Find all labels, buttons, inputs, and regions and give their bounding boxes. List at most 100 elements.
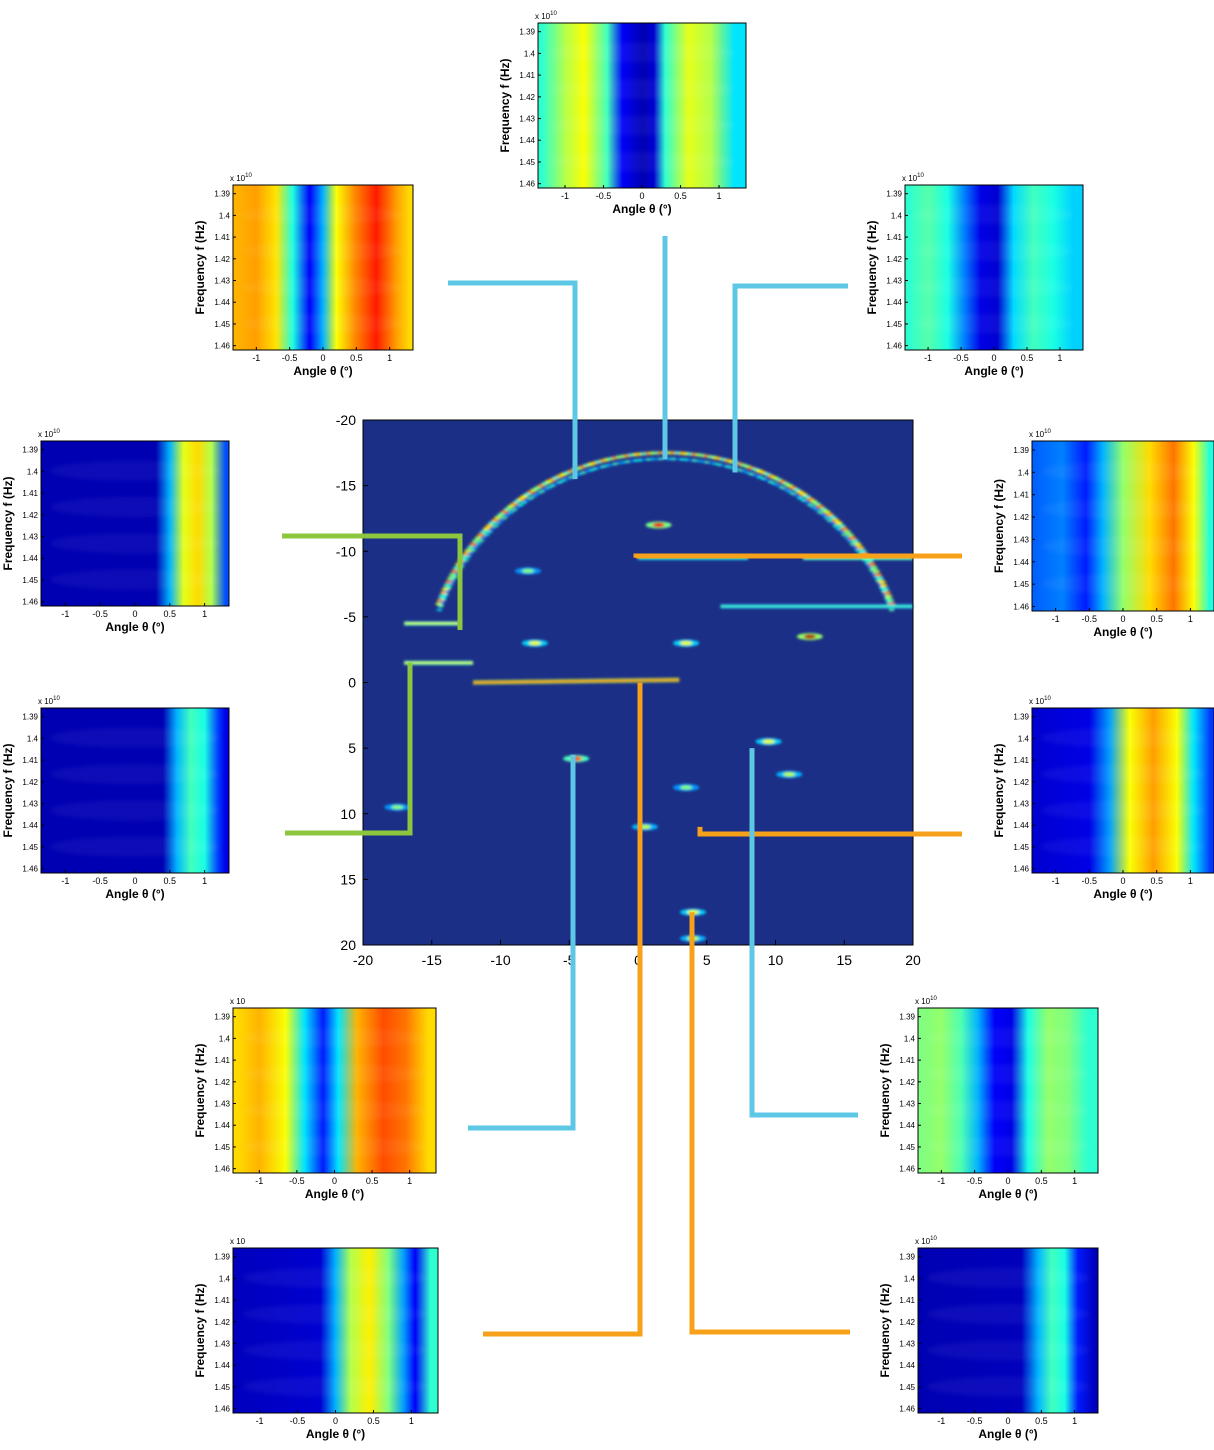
main-arc-echo	[521, 501, 528, 504]
panel-x-tick-label: 1	[407, 1176, 412, 1186]
panel-y-tick-label: 1.41	[1013, 756, 1029, 765]
main-arc-point	[510, 502, 519, 506]
panel-modulation	[50, 497, 220, 517]
main-arc-echo	[775, 484, 782, 487]
panel-y-label: Frequency f (Hz)	[1, 743, 15, 837]
main-arc-point	[796, 490, 805, 494]
main-arc-point	[500, 510, 509, 514]
panel-bottom-right: 1.39 1.4 1.41 1.42 1.43 1.44 1.45 1.46 -1 -0.5 0 0.…	[878, 1236, 1099, 1441]
panel-x-tick-label: 0	[639, 191, 644, 201]
main-arc-echo	[452, 575, 458, 579]
panel-y-tick-label: 1.44	[22, 821, 38, 830]
panel-x-tick-label: 1	[1057, 353, 1062, 363]
panel-modulation	[50, 800, 220, 821]
connector-panel-right-1	[633, 553, 962, 559]
main-arc-echo	[810, 506, 817, 509]
panel-x-tick-label: 0.5	[164, 876, 177, 886]
main-arc-echo	[514, 506, 521, 509]
panel-left-1: 1.39 1.4 1.41 1.42 1.43 1.44 1.45 1.46 -1 -0.5 0 0.…	[1, 429, 230, 634]
main-blob	[652, 522, 665, 528]
panel-y-tick-label: 1.41	[214, 1056, 230, 1065]
panel-y-tick-label: 1.46	[519, 180, 535, 189]
panel-y-tick-label: 1.44	[1013, 558, 1029, 567]
panel-x-tick-label: 1	[1188, 614, 1193, 624]
panel-modulation	[243, 1100, 426, 1121]
panel-y-tick-label: 1.42	[886, 255, 902, 264]
main-arc-point	[869, 566, 878, 570]
panel-y-tick-label: 1.46	[214, 342, 230, 351]
main-arc-point	[851, 539, 860, 543]
panel-y-tick-label: 1.46	[214, 1405, 230, 1414]
main-arc-point	[503, 507, 512, 511]
main-arc-echo	[472, 545, 479, 549]
main-arc-point	[806, 497, 815, 501]
main-arc-point	[872, 569, 880, 573]
main-arc-echo	[826, 519, 833, 522]
panel-y-tick-label: 1.45	[22, 576, 38, 585]
panel-y-tick-label: 1.42	[519, 93, 535, 102]
panel-x-tick-label: 1	[202, 609, 207, 619]
main-line-core	[472, 678, 680, 684]
main-arc-point	[819, 507, 828, 511]
panel-bottom-left: 1.39 1.4 1.41 1.42 1.43 1.44 1.45 1.46 -1 -0.5 0 0.…	[193, 1237, 439, 1441]
main-arc-echo	[580, 471, 587, 474]
main-arc-echo	[480, 536, 487, 539]
main-blob	[522, 568, 534, 574]
panel-x-tick-label: 0.5	[164, 609, 177, 619]
panel-modulation	[913, 204, 1075, 225]
main-arc-echo	[463, 558, 469, 562]
panel-x-tick-label: 1	[1072, 1416, 1077, 1426]
panel-y-tick-label: 1.4	[219, 1274, 231, 1283]
panel-y-label: Frequency f (Hz)	[498, 58, 512, 152]
panel-modulation	[927, 1027, 1089, 1048]
panel-y-label: Frequency f (Hz)	[193, 1043, 207, 1137]
panel-y-tick-label: 1.46	[214, 1165, 230, 1174]
main-arc-echo	[832, 524, 839, 528]
main-arc-point	[516, 497, 525, 501]
panel-y-tick-label: 1.45	[1013, 580, 1029, 589]
main-x-tick-label: -15	[422, 952, 442, 968]
panel-y-tick-label: 1.39	[214, 190, 230, 199]
panel-upper-right: 1.39 1.4 1.41 1.42 1.43 1.44 1.45 1.46 -1 -0.5 0 0.…	[865, 173, 1084, 378]
panel-y-tick-label: 1.45	[899, 1143, 915, 1152]
panel-y-tick-label: 1.43	[22, 533, 38, 542]
panel-x-tick-label: -0.5	[1082, 614, 1098, 624]
main-arc-echo	[495, 522, 502, 525]
panel-y-label: Frequency f (Hz)	[193, 220, 207, 314]
main-arc-echo	[524, 499, 531, 502]
panel-x-label: Angle θ (°)	[1093, 625, 1152, 639]
main-arc-echo	[803, 501, 810, 504]
panel-y-tick-label: 1.4	[524, 49, 536, 58]
panel-x-label: Angle θ (°)	[964, 364, 1023, 378]
panel-y-tick-label: 1.46	[899, 1165, 915, 1174]
connector-panel-lower-left	[468, 754, 576, 1131]
panel-y-tick-label: 1.4	[1018, 734, 1030, 743]
main-arc-echo	[446, 586, 453, 589]
main-arc-echo	[444, 590, 451, 593]
main-arc-echo	[448, 583, 455, 586]
panel-y-tick-label: 1.44	[214, 298, 230, 307]
main-arc-point	[843, 530, 852, 534]
main-arc-point	[825, 512, 834, 517]
panel-x-label: Angle θ (°)	[978, 1427, 1037, 1441]
panel-x-label: Angle θ (°)	[293, 364, 352, 378]
inset-panels: 1.391.41.411.421.431.441.451.46-1 -0.5 0 0.…	[1, 11, 1214, 1441]
main-arc-point	[853, 542, 862, 546]
panel-y-tick-label: 1.43	[899, 1100, 915, 1109]
panel-exponent-label: x 1010	[902, 173, 924, 183]
main-arc-echo	[450, 579, 456, 582]
panel-x-tick-label: -1	[937, 1176, 945, 1186]
main-blob	[803, 634, 816, 639]
panel-modulation	[548, 42, 736, 63]
main-arc-point	[477, 533, 486, 537]
main-arc-echo	[841, 533, 848, 536]
panel-modulation	[50, 727, 220, 748]
main-y-tick-label: 10	[340, 806, 356, 822]
panel-y-tick-label: 1.44	[1013, 821, 1029, 830]
panel-y-tick-label: 1.41	[886, 233, 902, 242]
main-arc-echo	[844, 536, 851, 539]
panel-x-tick-label: 0	[1120, 876, 1125, 886]
panel-y-tick-label: 1.4	[891, 211, 903, 220]
main-arc-point	[520, 495, 529, 499]
main-y-tick-label: -5	[344, 609, 357, 625]
